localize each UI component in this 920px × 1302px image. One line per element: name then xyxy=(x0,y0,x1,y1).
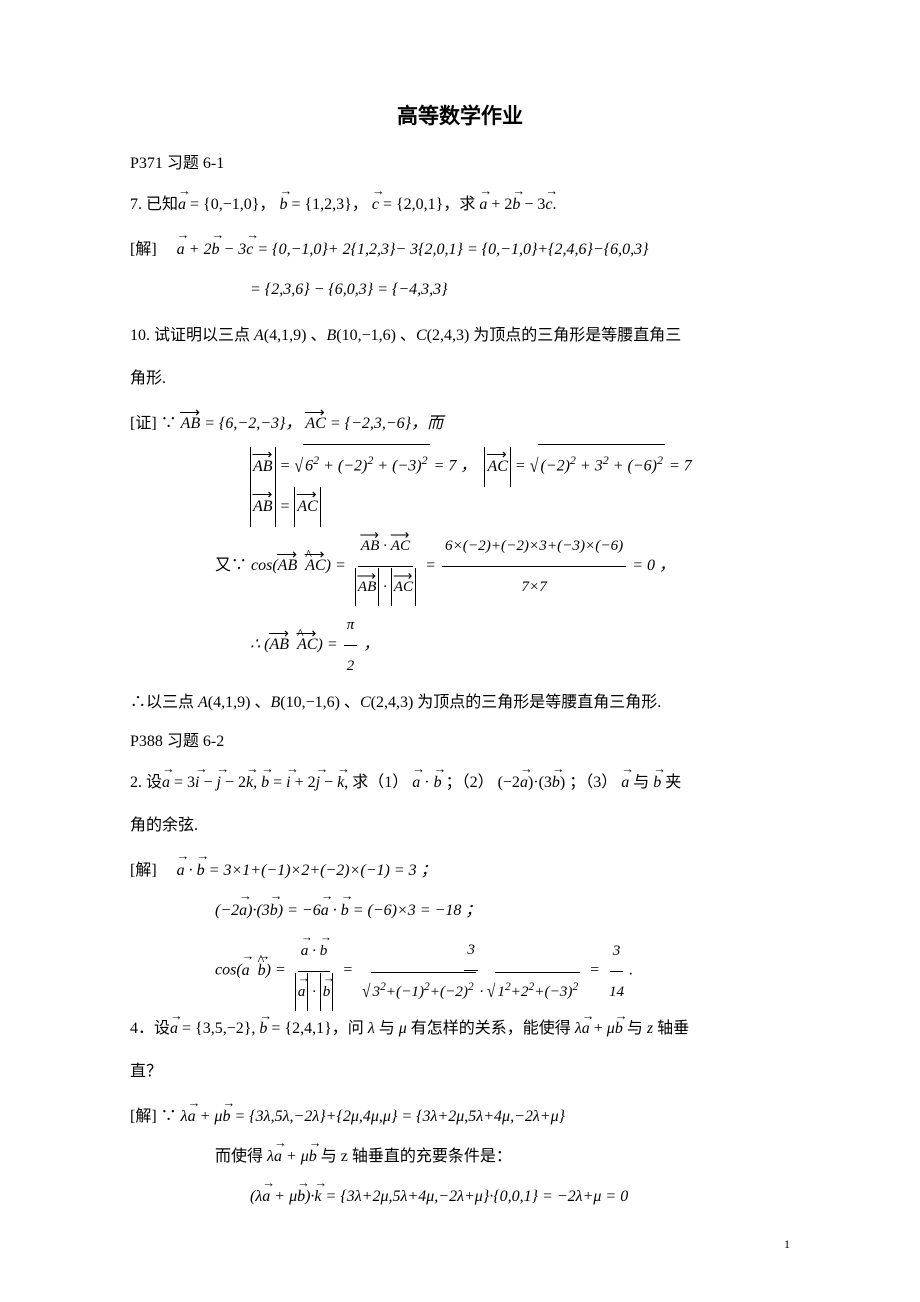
solution-2-line-1: [解] a · b = 3×1+(−1)×2+(−2)×(−1) = 3 ； xyxy=(130,851,790,891)
proof-10-angle: ∴ (AB AC) = π2 ， xyxy=(250,606,790,685)
page-number: 1 xyxy=(784,1237,790,1252)
problem-7-a-val: = {0,−1,0}， xyxy=(186,196,275,213)
vec-ab: AB xyxy=(181,404,201,444)
vec-b: b xyxy=(279,187,287,222)
solution-2-label: [解] xyxy=(130,862,173,879)
proof-10-magnitudes: AB = √62 + (−2)2 + (−3)2 = 7 ， AC = √(−2… xyxy=(250,444,790,486)
problem-7: 7. 已知a = {0,−1,0}， b = {1,2,3}， c = {2,0… xyxy=(130,187,790,222)
vec-a: a xyxy=(178,187,186,222)
vec-ac: AC xyxy=(305,404,325,444)
solution-4-line-1: [解] ∵ λa + μb = {3λ,5λ,−2λ}+{2μ,4μ,μ} = … xyxy=(130,1097,790,1137)
problem-7-b-val: = {1,2,3}， xyxy=(287,196,371,213)
proof-10-conclusion: ∴以三点 A(4,1,9) 、B(10,−1,6) 、C(2,4,3) 为顶点的… xyxy=(130,685,790,720)
proof-10-cos: 又∵ cos(AB AC) = AB · AC AB · AC = 6×(−2)… xyxy=(215,527,790,606)
vec-a-2: a xyxy=(479,187,487,222)
cos-end: ， xyxy=(655,557,675,574)
problem-7-label: 7. 已知 xyxy=(130,196,178,213)
ab-val: = {6,−2,−3}， xyxy=(200,415,305,432)
solution-7-line-1: [解] a + 2b − 3c = {0,−1,0}+ 2{1,2,3}− 3{… xyxy=(130,230,790,270)
solution-4-label: [解] ∵ xyxy=(130,1108,181,1125)
solution-7-label: [解] xyxy=(130,241,177,258)
vec-c-s: c xyxy=(246,230,253,270)
vec-c: c xyxy=(372,187,379,222)
proof-10-equal: AB = AC xyxy=(250,487,790,527)
solution-7-line-2: = {2,3,6} − {6,0,3} = {−4,3,3} xyxy=(250,270,790,310)
proof-10-label: [证] ∵ xyxy=(130,415,181,432)
ac-val: = {−2,3,−6}，而 xyxy=(326,415,443,432)
problem-2-line-2: 角的余弦. xyxy=(130,808,790,843)
proof-10-line-1: [证] ∵ AB = {6,−2,−3}， AC = {−2,3,−6}，而 xyxy=(130,404,790,444)
problem-4: 4．设a = {3,5,−2}, b = {2,4,1}，问 λ 与 μ 有怎样… xyxy=(130,1011,790,1046)
solution-4-line-3: (λa + μb)·k = {3λ+2μ,5λ+4μ,−2λ+μ}·{0,0,1… xyxy=(250,1177,790,1217)
solution-2-cos: cos(a b) = a · b a · b = 3 √32+(−1)2+(−2… xyxy=(215,931,790,1011)
page-title: 高等数学作业 xyxy=(130,100,790,130)
problem-10-line-2: 角形. xyxy=(130,361,790,396)
sol-4-l2c: 与 z 轴垂直的充要条件是： xyxy=(321,1148,512,1165)
sol-2-end: . xyxy=(629,962,633,979)
section-reference-2: P388 习题 6-2 xyxy=(130,728,790,757)
problem-4-line-2: 直？ xyxy=(130,1054,790,1089)
vec-b-s: b xyxy=(211,230,219,270)
vec-b-2: b xyxy=(512,187,520,222)
vec-a-s: a xyxy=(177,230,185,270)
problem-10-line-1: 10. 试证明以三点 A(4,1,9) 、B(10,−1,6) 、C(2,4,3… xyxy=(130,318,790,353)
vec-c-2: c xyxy=(545,187,552,222)
problem-7-c-val: = {2,0,1}，求 xyxy=(379,196,479,213)
section-reference-1: P371 习题 6-1 xyxy=(130,150,790,179)
problem-2: 2. 设a = 3i − j − 2k, b = i + 2j − k, 求（1… xyxy=(130,765,790,800)
sol-4-l2a: 而使得 xyxy=(215,1148,267,1165)
